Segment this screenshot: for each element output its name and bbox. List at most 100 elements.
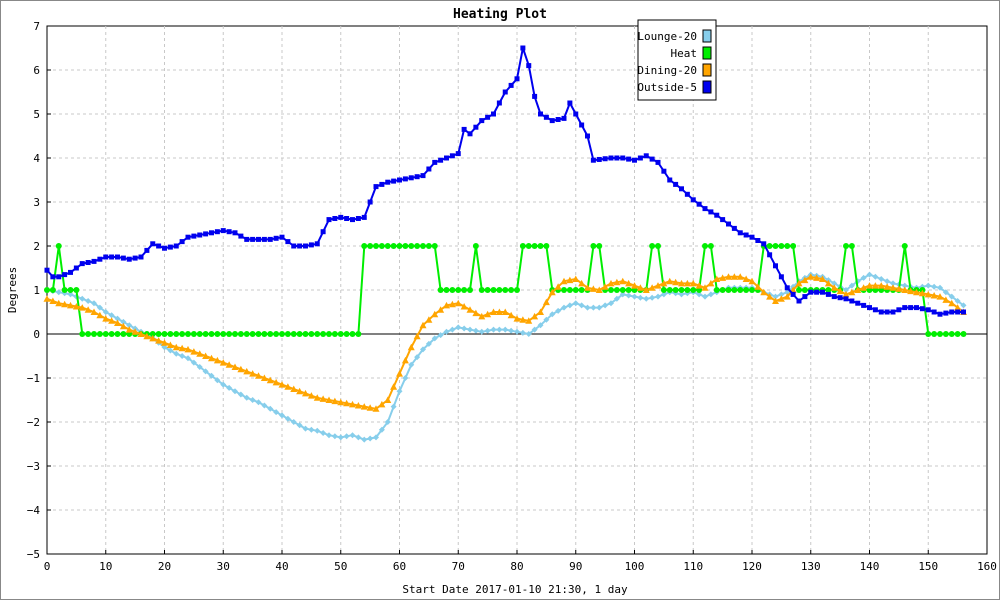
data-point xyxy=(96,304,103,311)
data-point xyxy=(637,294,644,301)
data-point xyxy=(361,436,368,443)
data-point xyxy=(349,432,356,439)
y-tick-label: −5 xyxy=(27,548,40,561)
data-point xyxy=(190,348,198,355)
data-point xyxy=(467,326,473,333)
data-point xyxy=(742,275,750,282)
x-tick-label: 50 xyxy=(334,560,347,573)
data-point xyxy=(472,309,480,317)
data-point xyxy=(249,397,256,403)
data-point xyxy=(156,243,162,249)
data-point xyxy=(279,234,285,240)
data-point xyxy=(573,111,579,117)
data-point xyxy=(308,331,315,337)
data-point xyxy=(472,327,479,334)
data-point xyxy=(320,229,326,235)
data-point xyxy=(719,274,727,281)
data-point xyxy=(114,331,121,337)
data-point xyxy=(378,243,385,249)
data-point xyxy=(896,307,902,313)
data-point xyxy=(543,316,550,323)
data-point xyxy=(960,331,967,337)
data-point xyxy=(619,277,627,285)
data-point xyxy=(209,230,214,236)
y-tick-label: 1 xyxy=(33,284,40,297)
data-point xyxy=(778,243,785,249)
data-point xyxy=(420,243,426,249)
data-point xyxy=(484,327,491,334)
data-point xyxy=(572,287,579,293)
data-point xyxy=(737,287,744,293)
data-point xyxy=(267,331,274,337)
data-point xyxy=(255,331,262,337)
data-point xyxy=(238,233,244,239)
data-point xyxy=(849,298,855,304)
data-point xyxy=(84,306,92,313)
data-point xyxy=(954,298,961,304)
grid xyxy=(46,25,988,555)
data-point xyxy=(361,243,368,249)
data-point xyxy=(660,291,667,298)
data-point xyxy=(919,306,925,312)
data-point xyxy=(578,279,586,287)
data-point xyxy=(261,236,267,242)
data-point xyxy=(507,311,515,319)
data-point xyxy=(631,282,638,289)
data-point xyxy=(366,404,374,411)
data-point xyxy=(437,332,444,339)
data-point xyxy=(378,400,386,408)
data-point xyxy=(373,184,379,190)
data-point xyxy=(67,291,74,298)
data-point xyxy=(619,291,626,298)
data-point xyxy=(655,293,661,300)
data-point xyxy=(150,241,156,247)
data-point xyxy=(872,307,878,313)
x-tick-label: 90 xyxy=(569,560,582,573)
data-point xyxy=(125,326,133,333)
data-point xyxy=(108,317,116,324)
data-point xyxy=(378,426,385,433)
data-point xyxy=(308,426,315,433)
data-point xyxy=(931,283,938,290)
data-point xyxy=(772,293,779,300)
data-point xyxy=(431,310,439,318)
data-point xyxy=(461,126,467,132)
x-tick-label: 100 xyxy=(625,560,645,573)
data-point xyxy=(572,275,580,282)
data-point xyxy=(901,286,909,293)
data-point xyxy=(655,243,661,249)
data-point xyxy=(690,197,696,203)
data-point xyxy=(796,287,802,293)
data-point xyxy=(860,274,867,281)
data-point xyxy=(613,295,620,302)
data-point xyxy=(508,287,515,293)
data-point xyxy=(726,221,731,227)
series-3 xyxy=(44,45,966,317)
data-point xyxy=(396,243,403,249)
x-tick-label: 70 xyxy=(452,560,465,573)
data-point xyxy=(407,343,415,351)
data-point xyxy=(678,287,685,293)
legend-label: Dining-20 xyxy=(637,64,697,77)
y-tick-label: −2 xyxy=(27,416,40,429)
data-point xyxy=(878,309,884,315)
data-point xyxy=(608,287,614,293)
data-point xyxy=(761,241,767,247)
data-point xyxy=(55,243,62,249)
data-point xyxy=(543,243,550,249)
data-point xyxy=(566,302,573,309)
data-point xyxy=(478,287,485,293)
data-point xyxy=(190,359,197,366)
data-point xyxy=(696,291,703,298)
data-point xyxy=(314,427,321,434)
data-point xyxy=(937,311,943,317)
legend-swatch xyxy=(702,80,712,94)
data-point xyxy=(326,331,332,337)
data-point xyxy=(620,155,626,161)
data-point xyxy=(343,433,350,440)
data-point xyxy=(942,289,949,296)
data-point xyxy=(115,254,120,260)
data-point xyxy=(220,228,226,234)
data-point xyxy=(895,285,903,292)
data-point xyxy=(90,308,98,315)
